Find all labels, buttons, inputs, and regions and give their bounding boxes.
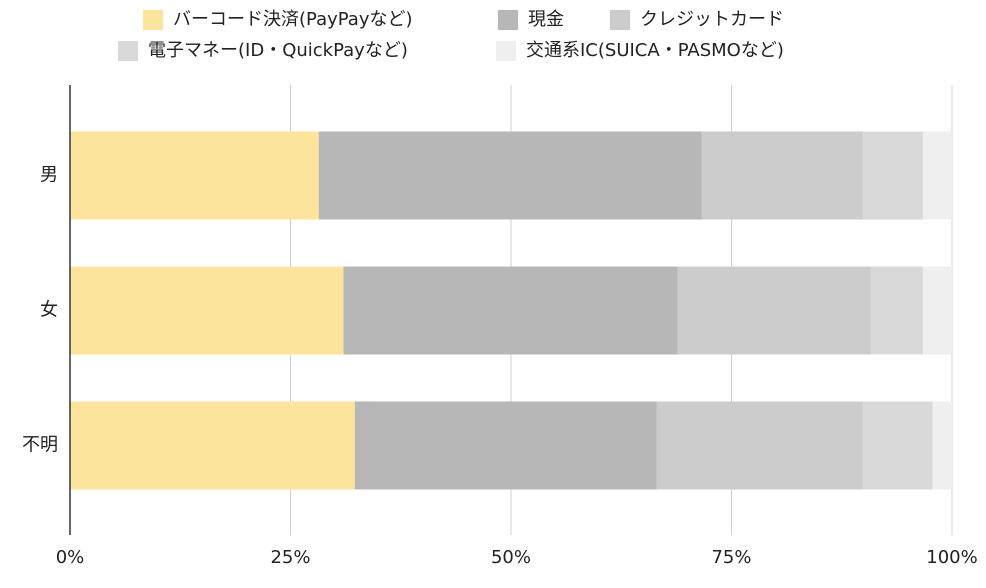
legend-label: バーコード決済(PayPayなど): [173, 9, 413, 30]
bar-segment: [922, 131, 952, 220]
y-tick-label: 女: [40, 300, 58, 321]
bar-segment: [656, 401, 863, 490]
legend-label: 電子マネー(ID・QuickPayなど): [148, 40, 408, 61]
x-tick-label: 50%: [491, 547, 531, 568]
bar-segment: [70, 131, 319, 220]
bar-segment: [70, 401, 355, 490]
bar-segment: [862, 401, 933, 490]
legend-label: 現金: [528, 9, 564, 30]
legend-label: 交通系IC(SUICA・PASMOなど): [526, 40, 784, 61]
x-tick-label: 25%: [270, 547, 310, 568]
bar-segment: [343, 266, 678, 355]
legend-swatch: [143, 10, 163, 30]
x-tick-label: 75%: [711, 547, 751, 568]
legend-swatch: [496, 41, 516, 61]
bar-segment: [922, 266, 952, 355]
bar-segment: [354, 401, 657, 490]
legend-swatch: [610, 10, 630, 30]
legend-label: クレジットカード: [640, 9, 784, 30]
legend-swatch: [498, 10, 518, 30]
bar-segment: [701, 131, 863, 220]
bar-segment: [70, 266, 344, 355]
bar-segment: [932, 401, 952, 490]
legend-swatch: [118, 41, 138, 61]
bar-segment: [318, 131, 702, 220]
y-tick-label: 男: [40, 165, 58, 186]
bar-segment: [677, 266, 871, 355]
x-tick-label: 0%: [56, 547, 85, 568]
y-tick-label: 不明: [22, 435, 58, 456]
bar-segment: [870, 266, 923, 355]
x-tick-label: 100%: [926, 547, 977, 568]
bar-segment: [862, 131, 923, 220]
